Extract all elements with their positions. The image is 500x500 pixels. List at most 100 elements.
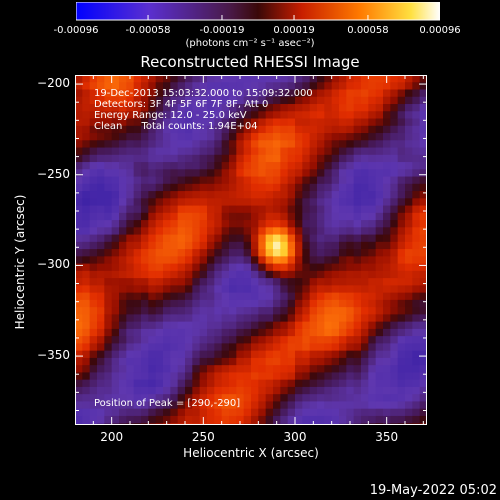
heatmap-cell	[353, 125, 362, 134]
heatmap-cell	[265, 154, 274, 163]
heatmap-cell	[375, 162, 384, 170]
heatmap-cell	[346, 140, 355, 149]
heatmap-cell	[302, 162, 311, 170]
heatmap-cell	[361, 307, 369, 315]
heatmap-cell	[163, 357, 171, 366]
heatmap-cell	[302, 234, 311, 243]
heatmap-cell	[111, 379, 120, 388]
heatmap-cell	[368, 379, 377, 388]
heatmap-cell	[170, 249, 179, 257]
heatmap-cell	[192, 278, 201, 286]
heatmap-cell	[236, 394, 245, 402]
heatmap-cell	[412, 82, 421, 90]
heatmap-cell	[412, 408, 421, 417]
heatmap-cell	[353, 176, 362, 185]
heatmap-cell	[141, 191, 149, 199]
heatmap-cell	[324, 263, 333, 272]
heatmap-cell	[75, 133, 83, 141]
heatmap-cell	[375, 372, 384, 381]
heatmap-cell	[89, 176, 98, 185]
heatmap-cell	[221, 372, 230, 381]
heatmap-cell	[155, 350, 164, 359]
heatmap-cell	[126, 263, 135, 272]
heatmap-cell	[229, 183, 237, 192]
heatmap-cell	[251, 205, 259, 214]
heatmap-cell	[375, 357, 384, 366]
heatmap-cell	[324, 96, 333, 105]
heatmap-cell	[295, 234, 303, 243]
heatmap-cell	[339, 386, 347, 395]
heatmap-cell	[163, 140, 171, 149]
heatmap-cell	[221, 118, 230, 127]
heatmap-cell	[82, 75, 91, 83]
heatmap-cell	[251, 169, 259, 178]
heatmap-cell	[346, 307, 355, 315]
heatmap-cell	[295, 176, 303, 185]
heatmap-cell	[155, 75, 164, 83]
heatmap-cell	[309, 220, 318, 228]
heatmap-cell	[243, 321, 252, 330]
heatmap-cell	[155, 154, 164, 163]
heatmap-cell	[163, 249, 171, 257]
heatmap-cell	[89, 154, 98, 163]
heatmap-cell	[383, 386, 391, 395]
heatmap-cell	[346, 350, 355, 359]
heatmap-cell	[287, 183, 296, 192]
heatmap-cell	[258, 198, 267, 207]
heatmap-cell	[229, 415, 237, 424]
heatmap-cell	[251, 96, 259, 105]
heatmap-cell	[405, 386, 413, 395]
heatmap-cell	[111, 118, 120, 127]
heatmap-cell	[199, 89, 208, 98]
heatmap-cell	[295, 394, 303, 402]
heatmap-cell	[361, 89, 369, 98]
heatmap-cell	[258, 401, 267, 410]
heatmap-cell	[214, 183, 223, 192]
heatmap-cell	[214, 415, 223, 424]
heatmap-cell	[185, 125, 193, 134]
heatmap-cell	[331, 89, 340, 98]
heatmap-cell	[280, 379, 289, 388]
heatmap-cell	[287, 111, 296, 120]
heatmap-cell	[141, 249, 149, 257]
heatmap-cell	[126, 176, 135, 185]
heatmap-cell	[397, 104, 406, 112]
heatmap-cell	[295, 154, 303, 163]
heatmap-cell	[295, 278, 303, 286]
heatmap-cell	[287, 140, 296, 149]
heatmap-cell	[155, 96, 164, 105]
heatmap-cell	[324, 314, 333, 323]
heatmap-cell	[251, 125, 259, 134]
heatmap-cell	[339, 292, 347, 301]
heatmap-cell	[82, 118, 91, 127]
heatmap-cell	[141, 183, 149, 192]
heatmap-cell	[390, 263, 399, 272]
heatmap-cell	[412, 96, 421, 105]
heatmap-cell	[133, 307, 142, 315]
heatmap-cell	[243, 234, 252, 243]
heatmap-cell	[243, 270, 252, 279]
heatmap-cell	[309, 365, 318, 373]
heatmap-cell	[324, 89, 333, 98]
heatmap-cell	[97, 82, 105, 90]
heatmap-cell	[148, 285, 157, 294]
heatmap-cell	[302, 365, 311, 373]
heatmap-cell	[141, 379, 149, 388]
heatmap-cell	[346, 408, 355, 417]
heatmap-cell	[361, 270, 369, 279]
heatmap-cell	[331, 256, 340, 265]
heatmap-cell	[148, 96, 157, 105]
heatmap-cell	[339, 278, 347, 286]
heatmap-cell	[339, 212, 347, 221]
heatmap-cell	[390, 220, 399, 228]
heatmap-cell	[317, 220, 325, 228]
heatmap-cell	[317, 285, 325, 294]
heatmap-cell	[111, 198, 120, 207]
heatmap-cell	[317, 140, 325, 149]
heatmap-cell	[119, 350, 127, 359]
heatmap-cell	[273, 350, 281, 359]
heatmap-cell	[236, 278, 245, 286]
heatmap-cell	[324, 162, 333, 170]
heatmap-cell	[302, 220, 311, 228]
heatmap-cell	[97, 408, 105, 417]
